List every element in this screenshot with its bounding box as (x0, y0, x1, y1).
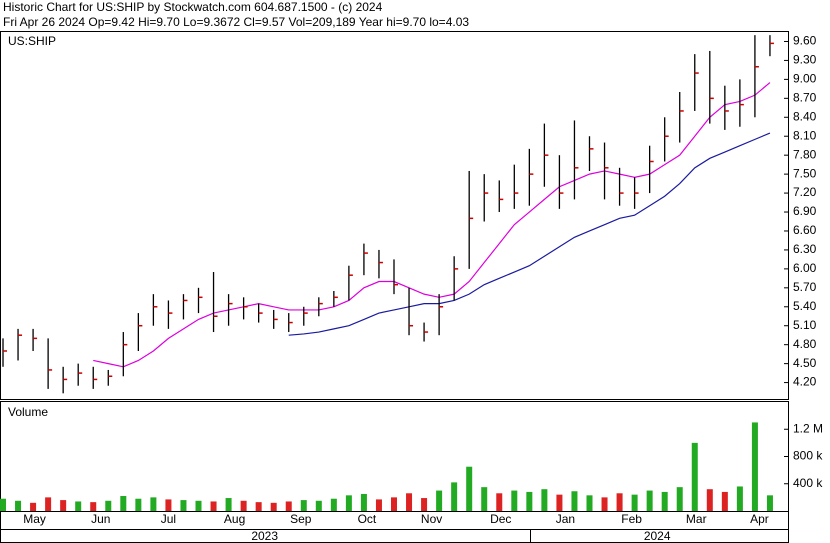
volume-bar (270, 502, 277, 511)
volume-bar (60, 500, 67, 511)
volume-bar (766, 495, 773, 511)
y-tick-label: 4.80 (793, 337, 817, 351)
x-tick-label: Jul (161, 512, 176, 526)
x-tick-label: Apr (750, 512, 769, 526)
x-tick-label: Jan (556, 512, 575, 526)
volume-bar (300, 500, 307, 511)
volume-bar (616, 493, 623, 511)
x-tick-label: Dec (490, 512, 511, 526)
x-tick-label: Jun (91, 512, 110, 526)
x-tick-label: Aug (224, 512, 245, 526)
volume-bar (255, 502, 262, 511)
x-tick-label: Nov (421, 512, 442, 526)
volume-bar (120, 496, 127, 511)
y-tick-label: 800 k (793, 449, 823, 463)
volume-bar (556, 494, 563, 511)
volume-bar (601, 497, 608, 511)
y-tick-label: 8.70 (793, 90, 817, 104)
y-tick-label: 7.50 (793, 166, 817, 180)
volume-bar (436, 490, 443, 511)
volume-bar (481, 487, 488, 511)
y-tick-label: 4.50 (793, 356, 817, 370)
volume-bar (751, 422, 758, 511)
x-tick-label: May (23, 512, 46, 526)
y-tick-label: 9.00 (793, 72, 817, 86)
volume-bar (421, 498, 428, 511)
volume-bar (571, 491, 578, 511)
y-tick-label: 9.60 (793, 34, 817, 48)
volume-label: Volume (8, 405, 48, 419)
y-tick-label: 6.60 (793, 223, 817, 237)
volume-bar (586, 495, 593, 511)
volume-bar (30, 502, 37, 511)
volume-bar (165, 499, 172, 511)
price-panel (0, 31, 789, 400)
volume-bar (496, 493, 503, 511)
volume-bar (631, 494, 638, 511)
volume-bar (330, 498, 337, 511)
volume-bar (285, 501, 292, 511)
y-tick-label: 8.40 (793, 109, 817, 123)
volume-bar (105, 500, 112, 511)
y-tick-label: 6.00 (793, 261, 817, 275)
volume-bar (526, 491, 533, 511)
year-label: 2024 (644, 529, 671, 543)
volume-bar (375, 499, 382, 511)
volume-bar (661, 491, 668, 511)
y-tick-label: 7.80 (793, 147, 817, 161)
x-tick-label: Mar (686, 512, 707, 526)
y-tick-label: 5.70 (793, 280, 817, 294)
moving-average (93, 82, 771, 368)
volume-bar (391, 497, 397, 511)
y-tick-label: 5.10 (793, 318, 817, 332)
volume-bar (240, 500, 247, 511)
header-line: Fri Apr 26 2024 Op=9.42 Hi=9.70 Lo=9.367… (3, 15, 469, 29)
y-tick-label: 8.10 (793, 128, 817, 142)
year-label: 2023 (251, 529, 278, 543)
volume-bar (135, 498, 142, 511)
y-tick-label: 400 k (793, 476, 823, 490)
volume-bar (406, 493, 413, 511)
moving-average (288, 132, 771, 336)
volume-bar (225, 498, 232, 511)
y-tick-label: 7.20 (793, 185, 817, 199)
volume-bar (45, 497, 52, 511)
volume-bar (541, 489, 548, 511)
volume-bar (195, 500, 202, 511)
volume-bar (691, 442, 698, 511)
volume-bar (721, 491, 728, 511)
y-tick-label: 9.30 (793, 53, 817, 67)
volume-bar (180, 500, 187, 511)
volume-bar (315, 500, 322, 511)
header-line: Historic Chart for US:SHIP by Stockwatch… (3, 0, 383, 14)
volume-bar (0, 498, 7, 511)
x-tick-label: Oct (358, 512, 377, 526)
volume-bar (451, 482, 458, 511)
volume-bar (210, 501, 217, 511)
y-tick-label: 4.20 (793, 375, 817, 389)
y-tick-label: 6.30 (793, 242, 817, 256)
volume-bar (75, 501, 82, 511)
y-tick-label: 5.40 (793, 299, 817, 313)
symbol-label: US:SHIP (8, 34, 56, 48)
volume-bar (706, 489, 713, 511)
volume-bar (466, 466, 473, 511)
volume-bar (345, 495, 352, 511)
volume-bar (360, 493, 367, 511)
x-tick-label: Feb (621, 512, 642, 526)
volume-bar (736, 486, 743, 511)
volume-bar (646, 490, 653, 511)
volume-bar (15, 500, 22, 511)
volume-bar (90, 502, 97, 511)
y-tick-label: 6.90 (793, 204, 817, 218)
volume-bar (150, 497, 157, 511)
y-tick-label: 1.2 M (793, 421, 823, 435)
volume-bar (676, 487, 683, 511)
x-tick-label: Sep (290, 512, 312, 526)
volume-bar (511, 490, 518, 511)
